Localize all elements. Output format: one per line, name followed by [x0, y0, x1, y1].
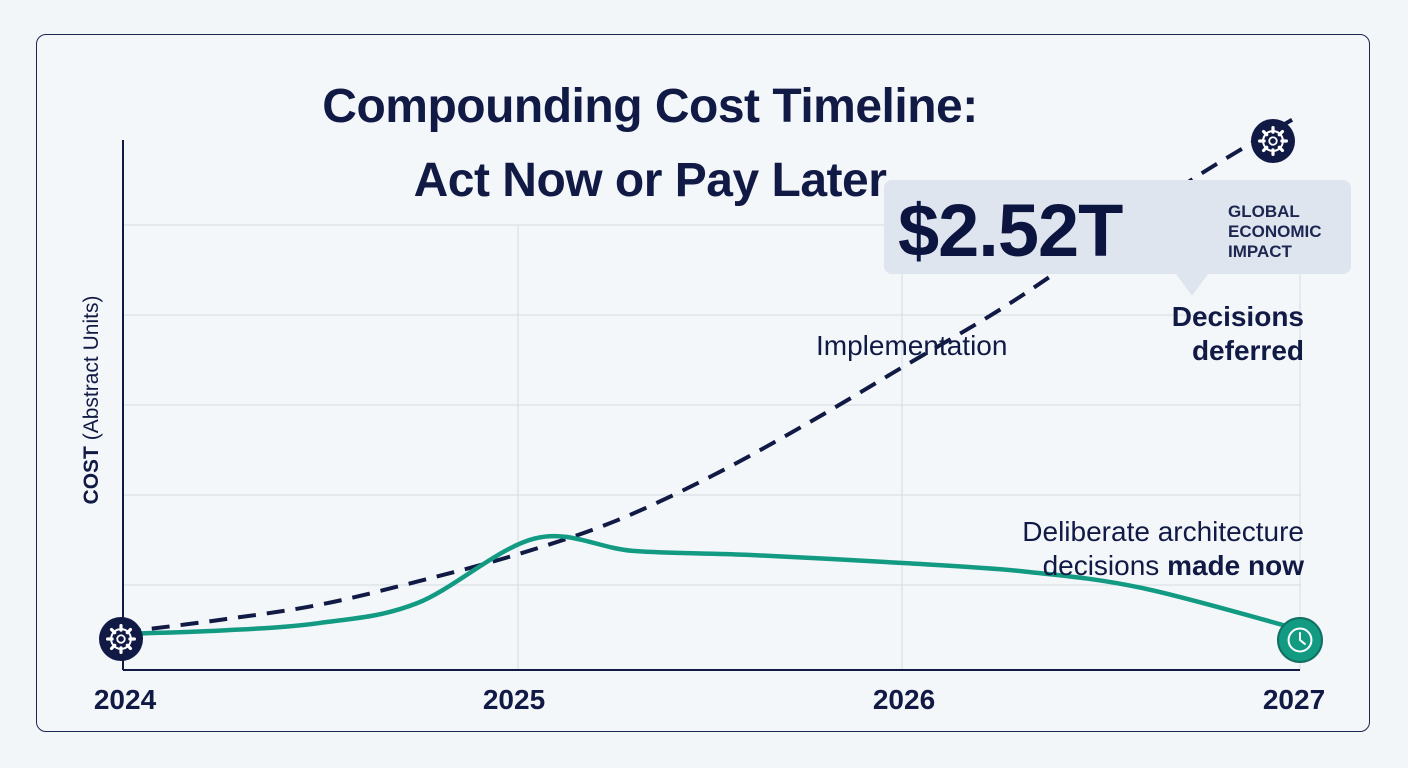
- deferred-cost-line: [122, 113, 1302, 635]
- deliberate-annotation-line1: Deliberate architecture: [1022, 516, 1304, 547]
- chart-title-line2: Act Now or Pay Later: [413, 154, 887, 207]
- x-tick-label: 2027: [1262, 684, 1326, 715]
- impact-label-line2: ECONOMIC: [1228, 222, 1322, 241]
- marker-circle: [99, 617, 143, 661]
- deferred-annotation-line1: Decisions: [1171, 301, 1304, 332]
- clock-hands: [1299, 631, 1306, 645]
- gear-hub: [116, 634, 126, 644]
- marker-circle: [1251, 119, 1295, 163]
- deliberate-annotation-line2b: made now: [1167, 550, 1304, 581]
- clock-face: [1287, 627, 1313, 653]
- x-tick-label: 2025: [482, 684, 546, 715]
- deferred-annotation: Decisions deferred: [1172, 300, 1304, 368]
- gear-teeth: [106, 624, 136, 654]
- impact-callout: $2.52T GLOBAL ECONOMIC IMPACT: [884, 180, 1351, 296]
- implementation-annotation: Implementation: [816, 330, 1008, 361]
- x-tick-label: 2026: [872, 684, 936, 715]
- gear-teeth: [1258, 126, 1288, 156]
- chart-title: Compounding Cost Timeline: Act Now or Pa…: [0, 70, 1300, 218]
- impact-label-line3: IMPACT: [1228, 242, 1292, 261]
- impact-label-line1: GLOBAL: [1228, 202, 1300, 221]
- deferred-annotation-line2: deferred: [1191, 335, 1304, 366]
- impact-value: $2.52T: [898, 189, 1123, 272]
- gear-hub: [1268, 136, 1278, 146]
- chart-frame: [36, 34, 1370, 732]
- deliberate-annotation-line2a: decisions: [1042, 550, 1168, 581]
- impact-label: GLOBAL ECONOMIC IMPACT: [1228, 202, 1322, 262]
- x-tick-label: 2024: [93, 684, 157, 715]
- deliberate-cost-line: [120, 533, 1303, 637]
- gear-ring: [1262, 130, 1284, 152]
- clock-icon: [1277, 617, 1323, 663]
- deliberate-annotation-line2: decisions made now: [1022, 549, 1304, 583]
- gear-ring: [110, 628, 132, 650]
- gear-icon: [1251, 119, 1295, 163]
- y-axis-label-rest: (Abstract Units): [80, 295, 103, 441]
- gear-icon: [99, 617, 143, 661]
- y-axis-label-bold: COST: [80, 446, 103, 505]
- deliberate-annotation: Deliberate architecture decisions made n…: [1022, 515, 1304, 583]
- chart-title-line1: Compounding Cost Timeline:: [322, 80, 978, 133]
- y-axis-label: COST (Abstract Units): [80, 296, 104, 505]
